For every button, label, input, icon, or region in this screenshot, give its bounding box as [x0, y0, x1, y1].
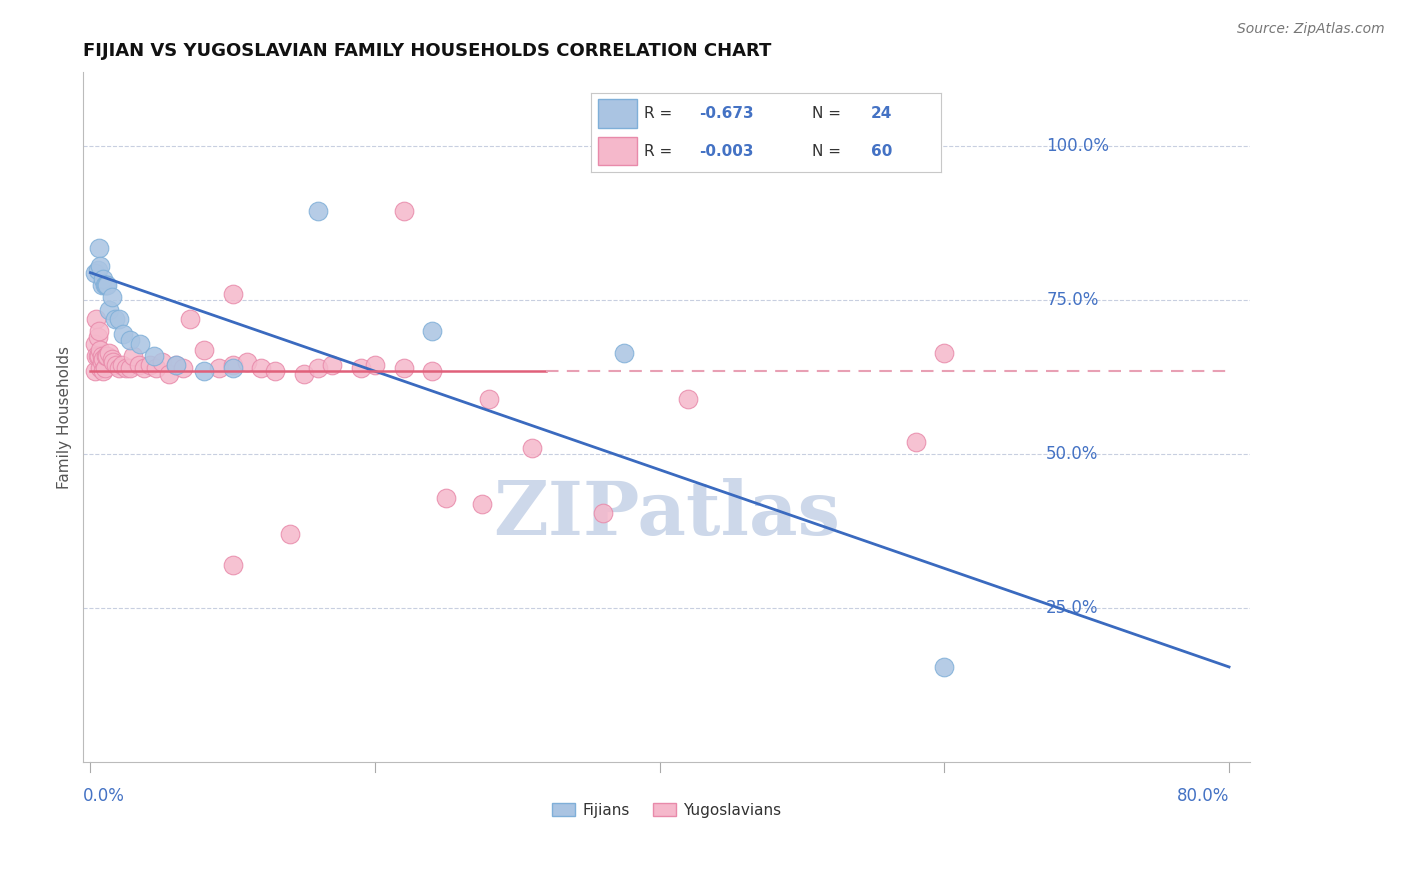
Point [101, 355, 124, 369]
Point [90, 277, 112, 292]
Point [129, 336, 152, 351]
Point [179, 311, 201, 326]
Text: 80.0%: 80.0% [1177, 787, 1229, 805]
Point [86, 349, 108, 363]
Point [93, 277, 115, 292]
Point [94, 349, 117, 363]
Point [87, 349, 110, 363]
Point [307, 204, 329, 219]
Point [307, 361, 329, 376]
Y-axis label: Family Households: Family Households [58, 346, 72, 489]
Point [96, 277, 118, 292]
Point [904, 435, 927, 450]
Text: 0.0%: 0.0% [83, 787, 125, 805]
Point [350, 361, 373, 376]
Point [104, 311, 127, 326]
Point [157, 368, 180, 382]
Point [478, 392, 501, 406]
Point [100, 351, 122, 366]
Point [222, 358, 245, 372]
Point [83, 336, 105, 351]
Point [292, 368, 315, 382]
Point [87, 324, 110, 338]
Point [97, 302, 120, 317]
Point [165, 358, 187, 372]
Point [434, 491, 457, 505]
Point [91, 364, 114, 378]
Point [87, 241, 110, 255]
Point [592, 506, 614, 520]
Point [934, 660, 956, 674]
Text: Source: ZipAtlas.com: Source: ZipAtlas.com [1237, 22, 1385, 37]
Point [222, 558, 245, 573]
Point [676, 392, 699, 406]
Point [89, 361, 111, 376]
Point [143, 349, 166, 363]
Point [222, 361, 245, 376]
Point [83, 364, 105, 378]
Point [94, 277, 117, 292]
Point [471, 497, 494, 511]
Point [193, 364, 215, 378]
Point [145, 361, 167, 376]
Point [139, 358, 162, 372]
Point [89, 343, 111, 357]
Point [392, 361, 415, 376]
Point [150, 355, 173, 369]
Point [111, 358, 134, 372]
Point [86, 330, 108, 344]
Point [105, 358, 128, 372]
Point [165, 358, 187, 372]
Point [392, 204, 415, 219]
Point [364, 358, 387, 372]
Point [278, 527, 301, 541]
Point [321, 358, 343, 372]
Point [420, 324, 443, 338]
Text: 75.0%: 75.0% [1046, 292, 1098, 310]
Point [134, 361, 156, 376]
Text: FIJIAN VS YUGOSLAVIAN FAMILY HOUSEHOLDS CORRELATION CHART: FIJIAN VS YUGOSLAVIAN FAMILY HOUSEHOLDS … [83, 42, 772, 60]
Point [97, 345, 120, 359]
Point [250, 361, 273, 376]
Point [93, 361, 115, 376]
Point [90, 349, 112, 363]
Point [934, 345, 956, 359]
Point [172, 361, 194, 376]
Point [84, 349, 107, 363]
Point [520, 442, 543, 456]
Point [96, 349, 118, 363]
Point [91, 351, 114, 366]
Point [120, 334, 142, 348]
Text: 100.0%: 100.0% [1046, 137, 1109, 155]
Point [89, 260, 111, 274]
Text: ZIPatlas: ZIPatlas [494, 477, 841, 550]
Point [193, 343, 215, 357]
Point [83, 266, 105, 280]
Point [91, 272, 114, 286]
Point [90, 355, 112, 369]
Point [100, 290, 122, 304]
Text: 50.0%: 50.0% [1046, 445, 1098, 464]
Point [108, 311, 131, 326]
Point [120, 361, 142, 376]
Point [420, 364, 443, 378]
Point [236, 355, 259, 369]
Point [86, 262, 108, 277]
Point [122, 349, 145, 363]
Point [112, 327, 135, 342]
Point [108, 361, 131, 376]
Point [207, 361, 229, 376]
Point [84, 311, 107, 326]
Point [115, 361, 138, 376]
Point [128, 358, 150, 372]
Text: 25.0%: 25.0% [1046, 599, 1098, 617]
Point [222, 287, 245, 301]
Point [613, 345, 636, 359]
Point [264, 364, 287, 378]
Legend: Fijians, Yugoslavians: Fijians, Yugoslavians [546, 797, 787, 824]
